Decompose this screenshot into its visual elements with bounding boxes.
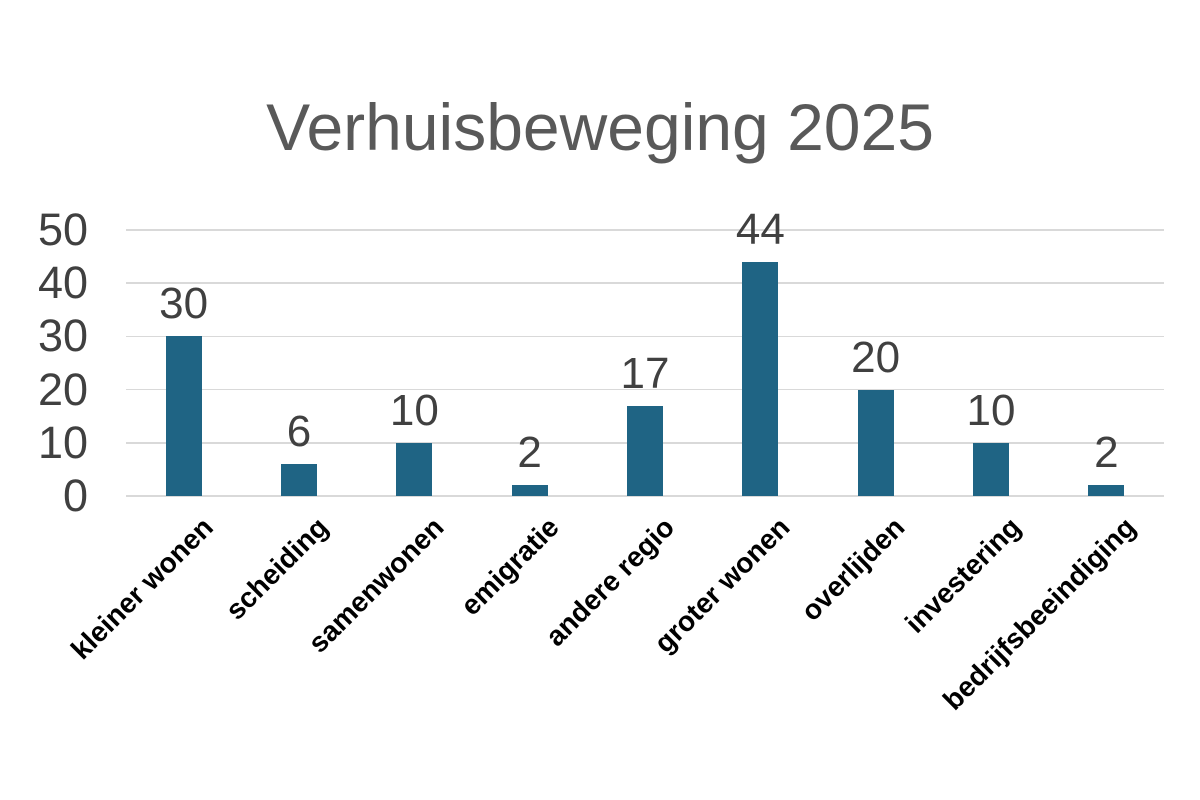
chart-title: Verhuisbeweging 2025 xyxy=(266,90,934,164)
bar xyxy=(396,442,433,496)
bar xyxy=(973,442,1009,496)
y-axis-label: 40 xyxy=(37,257,88,309)
value-label: 10 xyxy=(389,385,439,435)
gridline xyxy=(126,282,1164,284)
y-axis-label: 50 xyxy=(37,204,88,255)
value-label: 20 xyxy=(851,332,901,382)
category-label: emigratie xyxy=(454,511,565,622)
value-label: 6 xyxy=(286,407,312,457)
value-label: 17 xyxy=(620,348,670,398)
value-label: 10 xyxy=(966,385,1016,435)
category-label: investering xyxy=(898,511,1027,639)
value-label: 2 xyxy=(517,428,542,478)
bar xyxy=(511,485,548,496)
bar xyxy=(742,261,779,496)
bar xyxy=(281,464,317,496)
y-axis-label: 10 xyxy=(37,416,88,468)
bar xyxy=(857,389,894,496)
category-label: scheiding xyxy=(219,511,335,626)
category-label: overlijden xyxy=(795,511,911,627)
category-label: bedrijfsbeeindiging xyxy=(937,511,1142,716)
gridline xyxy=(126,335,1164,338)
category-label: kleiner wonen xyxy=(64,511,219,666)
value-label: 2 xyxy=(1094,428,1119,478)
gridline xyxy=(126,229,1164,231)
value-label: 44 xyxy=(735,204,785,254)
bar xyxy=(627,405,663,496)
gridline xyxy=(126,495,1164,497)
bar xyxy=(165,336,202,496)
gridline xyxy=(126,388,1164,391)
y-axis-label: 30 xyxy=(37,310,88,362)
y-axis-label: 0 xyxy=(62,470,88,521)
bar xyxy=(1088,485,1125,496)
value-label: 30 xyxy=(159,279,209,329)
y-axis-label: 20 xyxy=(37,363,88,415)
